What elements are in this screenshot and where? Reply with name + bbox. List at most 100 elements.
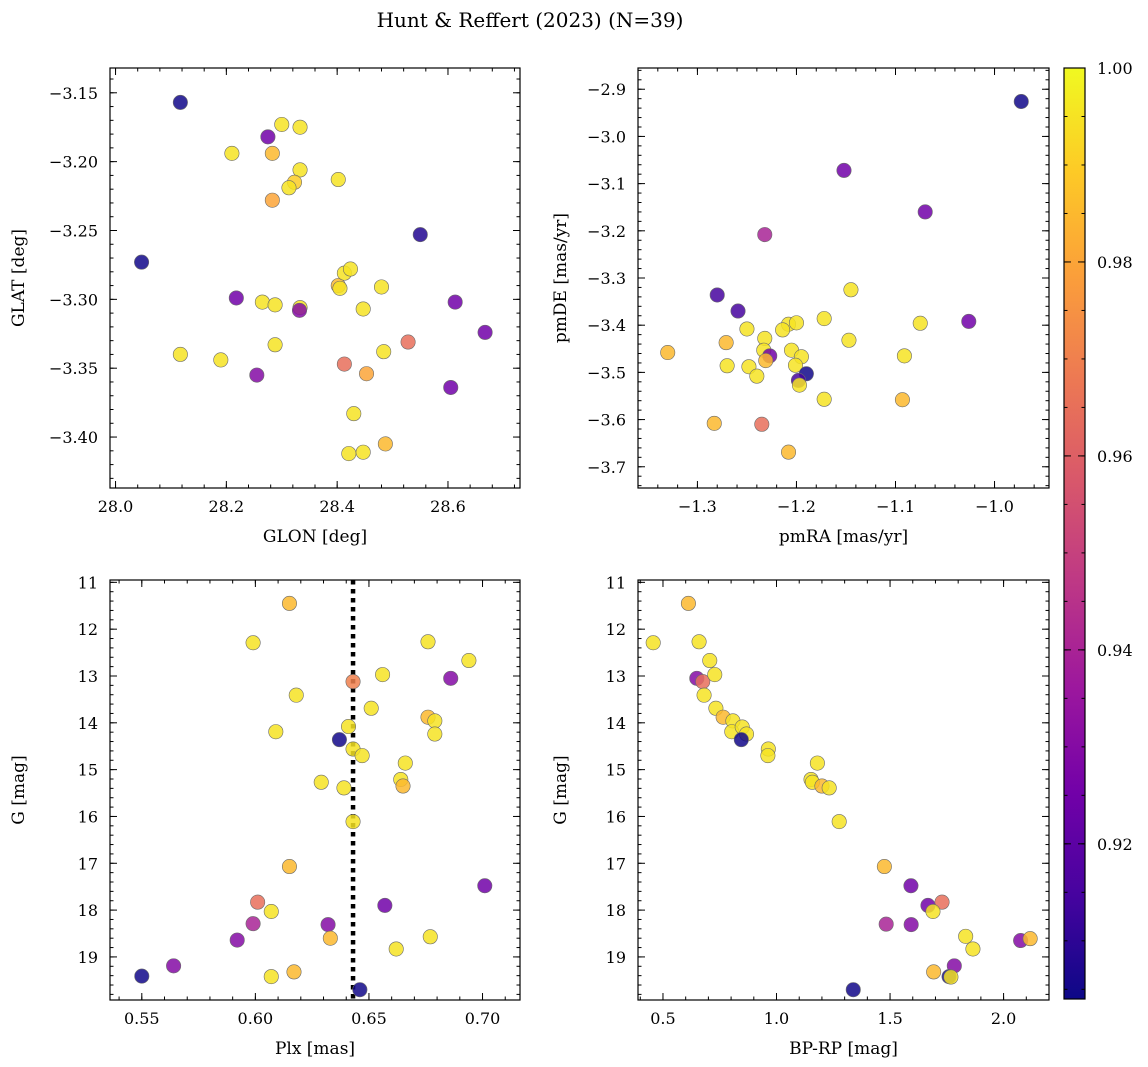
data-point: [903, 917, 919, 933]
x-tick-label: 1.0: [764, 1009, 789, 1028]
panel-bprp-g: 0.5 1.0 1.5 2.0 11 12 13 14 15 16 17 18 19 BP-RP [mag…: [551, 573, 1050, 1059]
data-point: [341, 719, 357, 735]
data-point: [831, 814, 847, 830]
y-tick-label: 15: [78, 761, 98, 780]
data-point: [355, 444, 371, 460]
data-point: [254, 294, 270, 310]
data-point: [342, 261, 358, 277]
data-point: [912, 315, 928, 331]
data-point: [841, 332, 857, 348]
data-point: [477, 324, 493, 340]
data-point: [477, 878, 493, 894]
data-point: [739, 321, 755, 337]
data-point: [172, 94, 188, 110]
data-point: [758, 353, 774, 369]
data-point: [926, 964, 942, 980]
data-point: [322, 930, 338, 946]
data-point: [249, 367, 265, 383]
data-point: [320, 917, 336, 933]
y-tick-label: 11: [78, 573, 98, 592]
data-point: [420, 634, 436, 650]
data-point: [934, 894, 950, 910]
axes-frame: [637, 67, 1050, 489]
y-tick-label: 14: [78, 714, 98, 733]
y-tick-label: −3.0: [587, 127, 626, 146]
data-point: [896, 348, 912, 364]
point-layer: [645, 595, 1038, 998]
y-tick-label: 17: [78, 854, 98, 873]
axes-frame: [109, 579, 521, 1001]
y-tick-label: 12: [606, 620, 626, 639]
data-point: [718, 335, 734, 351]
data-point: [229, 932, 245, 948]
data-point: [427, 713, 443, 729]
data-point: [894, 392, 910, 408]
x-axis-label: pmRA [mas/yr]: [779, 527, 908, 547]
data-point: [707, 667, 723, 683]
data-point: [443, 670, 459, 686]
data-point: [331, 732, 347, 748]
x-tick-label: −1.0: [975, 497, 1014, 516]
data-point: [876, 859, 892, 875]
data-point: [427, 726, 443, 742]
data-point: [377, 897, 393, 913]
point-layer: [134, 580, 493, 1000]
colorbar-tick-label: 1.00: [1097, 59, 1133, 78]
data-point: [336, 356, 352, 372]
data-point: [166, 958, 182, 974]
x-axis-label: BP-RP [mag]: [789, 1039, 898, 1059]
data-point: [336, 780, 352, 796]
colorbar-tick-label: 0.98: [1097, 253, 1133, 272]
data-point: [787, 357, 803, 373]
data-point: [412, 227, 428, 243]
data-point: [346, 406, 362, 422]
data-point: [332, 280, 348, 296]
y-tick-label: 13: [78, 667, 98, 686]
data-point: [754, 416, 770, 432]
x-tick-label: 28.2: [209, 497, 245, 516]
y-tick-label: 13: [606, 667, 626, 686]
data-point: [250, 894, 266, 910]
data-point: [388, 941, 404, 957]
data-point: [355, 301, 371, 317]
y-tick-label: 18: [78, 901, 98, 920]
data-point: [791, 377, 807, 393]
x-tick-label: −1.2: [777, 497, 816, 516]
y-tick-label: 15: [606, 761, 626, 780]
x-tick-label: 2.0: [991, 1009, 1016, 1028]
data-point: [925, 904, 941, 920]
x-tick-label: 0.5: [650, 1009, 675, 1028]
data-point: [422, 929, 438, 945]
data-point: [228, 290, 244, 306]
data-point: [781, 444, 797, 460]
data-point: [263, 969, 279, 985]
data-point: [691, 634, 707, 650]
data-point: [680, 595, 696, 611]
data-point: [264, 192, 280, 208]
data-point: [397, 755, 413, 771]
data-point: [1022, 931, 1038, 947]
y-axis-label: GLAT [deg]: [9, 229, 29, 327]
data-point: [291, 302, 307, 318]
data-point: [719, 358, 735, 374]
y-axis-label: pmDE [mas/yr]: [551, 213, 571, 343]
data-point: [709, 287, 725, 303]
data-point: [352, 982, 368, 998]
data-point: [943, 969, 959, 985]
data-point: [878, 916, 894, 932]
data-point: [330, 172, 346, 188]
data-point: [958, 928, 974, 944]
data-point: [268, 724, 284, 740]
data-point: [809, 755, 825, 771]
data-point: [775, 322, 791, 338]
x-tick-label: −1.3: [678, 497, 717, 516]
data-point: [757, 227, 773, 243]
y-axis-label: G [mag]: [9, 755, 29, 824]
y-tick-label: 11: [606, 573, 626, 592]
data-point: [706, 415, 722, 431]
data-point: [917, 204, 933, 220]
y-tick-label: −3.6: [587, 411, 626, 430]
x-tick-label: 28.0: [98, 497, 134, 516]
data-point: [134, 968, 150, 984]
